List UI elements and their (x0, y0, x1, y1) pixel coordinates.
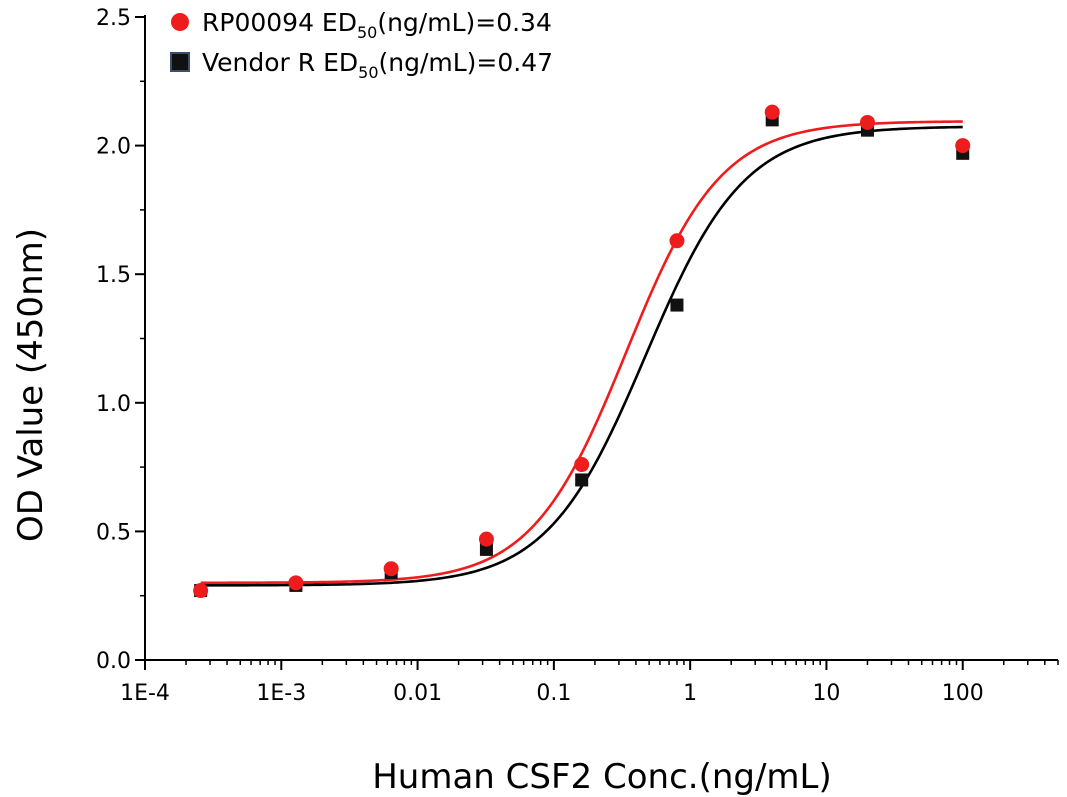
legend-subscript: 50 (358, 63, 378, 82)
data-points (193, 104, 971, 599)
data-point-square (575, 473, 589, 487)
x-tick-label: 0.01 (393, 681, 442, 706)
data-point-circle (288, 575, 304, 591)
legend-series-name: Vendor R ED (202, 48, 358, 77)
legend-subscript: 50 (357, 23, 377, 42)
x-tick-label: 1 (683, 681, 697, 706)
y-tick-label: 2.0 (96, 135, 131, 160)
y-tick-label: 0.5 (96, 520, 131, 545)
legend-ed50-value: (ng/mL)=0.34 (377, 8, 552, 37)
fit-curve (200, 125, 963, 587)
legend-item: Vendor R ED50(ng/mL)=0.47 (170, 48, 553, 82)
fit-curve (200, 120, 963, 585)
y-tick-label: 1.0 (96, 392, 131, 417)
data-point-circle (955, 138, 971, 154)
x-tick-label: 100 (942, 681, 984, 706)
data-point-square (479, 542, 493, 556)
x-axis-title: Human CSF2 Conc.(ng/mL) (372, 757, 832, 797)
legend-label: Vendor R ED50(ng/mL)=0.47 (202, 48, 553, 82)
x-tick-label: 10 (812, 681, 840, 706)
y-tick-label: 1.5 (96, 263, 131, 288)
data-point-circle (478, 531, 494, 547)
data-point-circle (193, 583, 209, 599)
y-tick-label: 2.5 (96, 6, 131, 31)
legend-marker-circle (171, 13, 189, 31)
data-point-circle (383, 561, 399, 577)
y-tick-label: 0.0 (96, 649, 131, 674)
data-point-circle (669, 233, 685, 249)
legend-series-name: RP00094 ED (202, 8, 357, 37)
legend-label: RP00094 ED50(ng/mL)=0.34 (202, 8, 552, 42)
x-tick-label: 1E-4 (120, 681, 170, 706)
data-point-square (670, 298, 684, 312)
legend-item: RP00094 ED50(ng/mL)=0.34 (171, 8, 552, 42)
data-point-circle (764, 104, 780, 120)
fit-curves (200, 120, 963, 587)
x-tick-label: 0.1 (536, 681, 571, 706)
axes: 1E-4 1E-3 0.01 0.1 1 10 100 0.0 0.5 1.0 1.5 2.0 2.5 (96, 6, 1059, 706)
legend-ed50-value: (ng/mL)=0.47 (379, 48, 554, 77)
x-tick-label: 1E-3 (256, 681, 306, 706)
y-axis-title: OD Value (450nm) (11, 228, 51, 542)
data-point-circle (859, 114, 875, 130)
legend-marker-square (170, 52, 190, 72)
data-point-circle (574, 457, 590, 473)
